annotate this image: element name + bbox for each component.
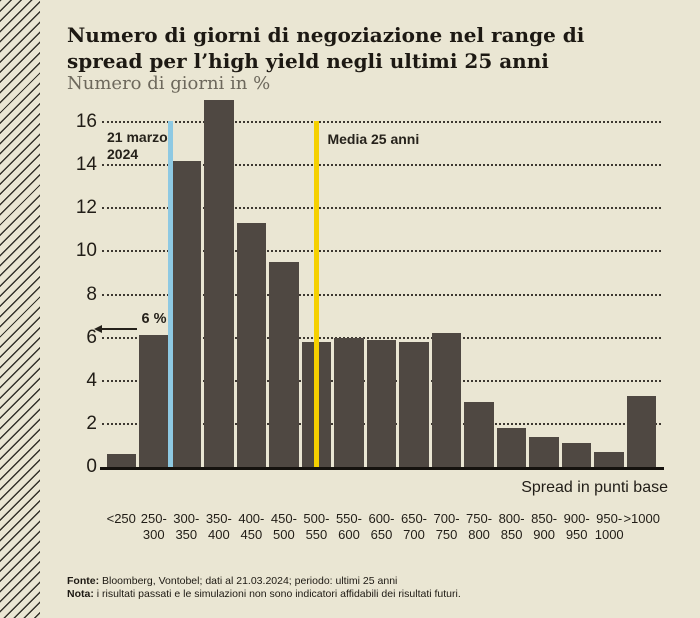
y-axis-tick-label: 6 (86, 326, 97, 348)
x-axis-tick-label: 600- 650 (368, 511, 395, 542)
footnote: Fonte: Bloomberg, Vontobel; dati al 21.0… (67, 575, 461, 601)
x-axis-tick-label: 350- 400 (205, 511, 232, 542)
x-axis-title: Spread in punti base (521, 479, 668, 496)
bar (139, 335, 169, 467)
x-axis-tick-label: 850- 900 (531, 511, 558, 542)
bar (626, 395, 657, 467)
gridline (102, 293, 661, 296)
x-axis-tick-label: 250- 300 (140, 511, 167, 542)
bar (561, 443, 592, 467)
note-text: i risultati passati e le simulazioni non… (93, 588, 461, 600)
y-axis-tick-label: 14 (75, 154, 97, 176)
gridline (102, 121, 661, 123)
bar (204, 100, 234, 467)
x-axis-tick-label: 900- 950 (563, 511, 590, 542)
y-axis-tick-label: 12 (75, 197, 97, 219)
bar (529, 436, 559, 467)
x-axis-line (100, 466, 664, 470)
y-axis-tick-label: 10 (75, 240, 97, 262)
average-line-label: Media 25 anni (327, 131, 420, 147)
x-axis-tick-label: 750- 800 (466, 511, 493, 542)
chart-subtitle: Numero di giorni in % (67, 73, 271, 94)
arrow-line (101, 328, 137, 330)
six-percent-annotation: 6 % (141, 311, 167, 327)
gridline (102, 164, 661, 167)
gridline (102, 207, 661, 210)
bar (366, 339, 397, 467)
gridline (102, 250, 661, 253)
bar (236, 223, 267, 467)
current-date-line-label: 21 marzo 2024 (107, 129, 168, 162)
bar (594, 451, 624, 467)
bar (106, 454, 137, 467)
x-axis-tick-label: 950- 1000 (594, 511, 624, 542)
y-axis-tick-label: 16 (75, 111, 97, 132)
current-date-line (167, 121, 173, 467)
bar (269, 262, 299, 467)
chart-title: Numero di giorni di negoziazione nel ran… (67, 23, 585, 73)
source-label: Fonte: (67, 575, 100, 587)
average-line (313, 121, 319, 467)
x-axis-tick-label: >1000 (623, 511, 660, 526)
bar (399, 341, 429, 467)
x-axis-tick-label: 300- 350 (173, 511, 200, 542)
y-axis-tick-label: 4 (86, 369, 97, 391)
source-line: Fonte: Bloomberg, Vontobel; dati al 21.0… (67, 575, 461, 588)
x-axis-tick-label: 650- 700 (400, 511, 428, 542)
x-axis-tick-label: 550- 600 (335, 511, 362, 542)
y-axis-tick-label: 0 (86, 456, 97, 477)
arrow-head-left-icon (94, 325, 102, 333)
x-axis-tick-label: 500- 550 (303, 511, 330, 542)
x-axis-tick-label: <250 (106, 511, 136, 526)
x-axis-tick-label: 700- 750 (433, 511, 460, 542)
note-line: Nota: i risultati passati e le simulazio… (67, 588, 461, 601)
note-label: Nota: (67, 588, 94, 600)
y-axis-tick-label: 8 (86, 283, 97, 305)
x-axis-tick-label: 400- 450 (238, 511, 265, 542)
x-axis-tick-label: 450- 500 (270, 511, 297, 542)
bar (171, 160, 202, 467)
decorative-hatch-band (0, 0, 40, 618)
bar (496, 428, 527, 467)
y-axis-tick-label: 2 (86, 412, 97, 434)
x-axis-tick-label: 800- 850 (498, 511, 525, 542)
gridline (102, 336, 661, 339)
bar (464, 402, 494, 467)
bar (431, 333, 462, 467)
bar (334, 337, 364, 467)
source-text: Bloomberg, Vontobel; dati al 21.03.2024;… (99, 575, 398, 587)
